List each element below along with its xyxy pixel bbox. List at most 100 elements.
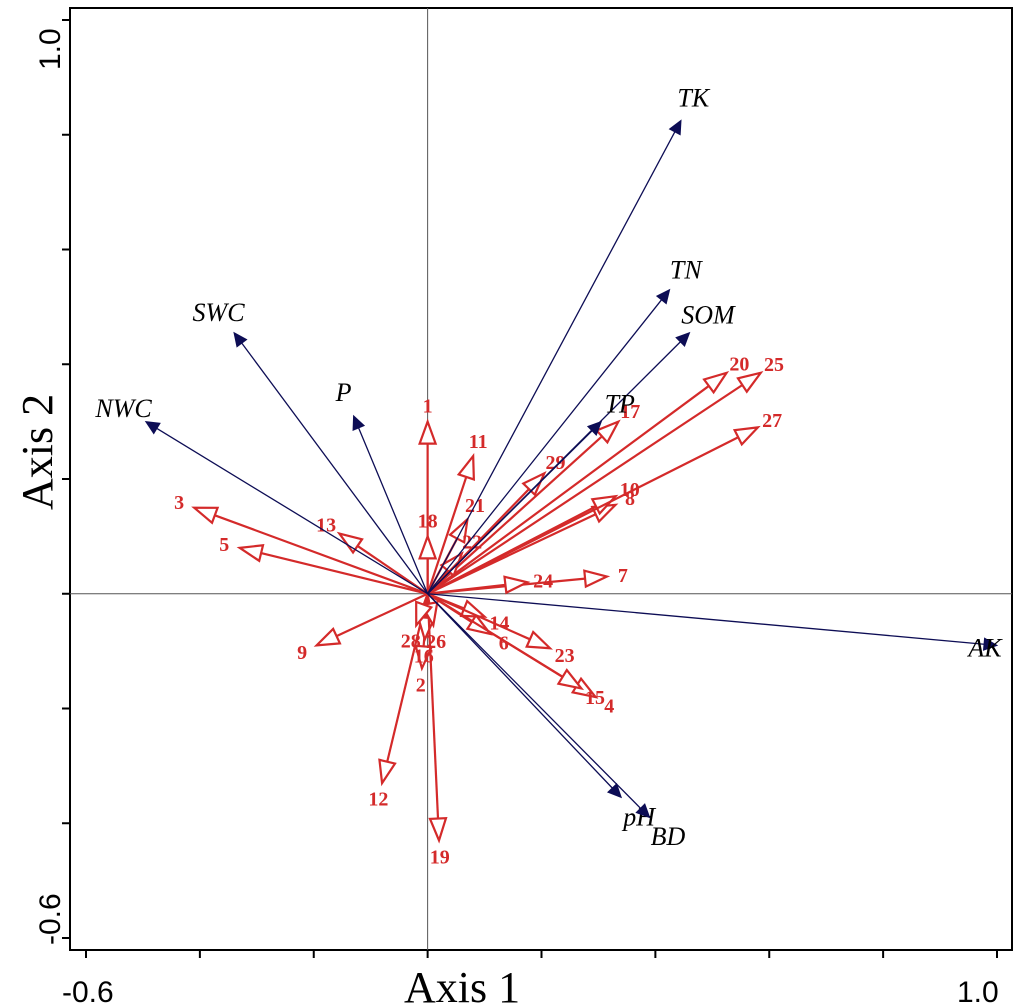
species-arrow-shaft: [214, 514, 429, 595]
species-label-16: 16: [414, 646, 434, 668]
environment-arrow-head: [675, 331, 691, 348]
environment-label-nwc: NWC: [94, 394, 152, 423]
environment-arrow-head: [586, 420, 603, 436]
species-arrow-head: [415, 600, 434, 629]
environment-label-tk: TK: [677, 83, 710, 112]
environment-arrow-shaft: [427, 593, 641, 809]
environment-vector-nwc: NWC: [94, 394, 428, 595]
species-label-10: 10: [620, 479, 640, 501]
species-arrow-head: [236, 544, 265, 563]
environment-vector-p: P: [335, 378, 429, 594]
environment-label-swc: SWC: [193, 298, 246, 327]
species-label-23: 23: [555, 645, 575, 667]
species-arrow-head: [191, 506, 220, 525]
species-arrow-shaft: [336, 592, 429, 638]
species-label-9: 9: [297, 642, 307, 664]
species-arrow-head: [525, 630, 553, 650]
species-vector-3: 3: [174, 492, 429, 595]
species-label-6: 6: [499, 633, 509, 655]
species-label-5: 5: [219, 534, 229, 556]
species-label-8: 8: [625, 488, 635, 510]
species-arrow-head: [736, 371, 764, 394]
environment-arrow-shaft: [427, 593, 613, 789]
environment-arrow-shaft: [427, 430, 593, 595]
species-label-11: 11: [469, 431, 488, 453]
species-arrow-head: [418, 418, 438, 445]
y-tick-label-max: 1.0: [34, 28, 67, 70]
species-vector-15: 15: [427, 592, 605, 709]
environment-arrow-head: [606, 782, 623, 799]
species-vector-9: 9: [297, 592, 429, 664]
species-vector-25: 25: [427, 354, 784, 595]
species-arrow-head: [459, 599, 488, 618]
species-arrow-head: [428, 816, 448, 844]
species-arrow-shaft: [426, 385, 710, 595]
environment-label-bd: BD: [651, 822, 686, 851]
y-axis-title: Axis 2: [13, 394, 62, 510]
species-label-20: 20: [729, 353, 749, 375]
species-label-19: 19: [430, 846, 450, 868]
species-label-27: 27: [762, 410, 782, 432]
environment-arrow-head: [635, 803, 651, 819]
environment-vector-ak: AK: [427, 593, 1003, 663]
species-arrow-head: [732, 425, 761, 447]
axes-ticks: [62, 19, 998, 958]
species-label-25: 25: [764, 354, 784, 376]
species-vector-11: 11: [426, 431, 488, 595]
species-vector-18: 18: [418, 510, 438, 594]
species-arrow-head: [378, 758, 397, 787]
species-vector-27: 27: [427, 410, 782, 595]
environment-vector-swc: SWC: [193, 298, 429, 595]
species-label-4: 4: [604, 695, 614, 717]
species-arrow-shaft: [356, 545, 429, 595]
species-arrow-head: [336, 531, 364, 555]
species-arrow-head: [414, 644, 434, 672]
species-arrow-shaft: [427, 384, 743, 595]
x-axis-title: Axis 1: [404, 963, 520, 1008]
environment-vector-tk: TK: [427, 83, 711, 595]
environment-arrow-shaft: [427, 131, 676, 595]
species-arrow-shaft: [427, 592, 531, 641]
species-vector-24: 24: [427, 570, 553, 595]
species-arrow-head: [594, 419, 621, 445]
x-tick-label-max: 1.0: [957, 976, 999, 1008]
y-tick-label-min: -0.6: [34, 893, 67, 945]
species-vector-13: 13: [316, 514, 429, 595]
environment-vector-bd: BD: [427, 593, 686, 851]
species-label-13: 13: [316, 514, 336, 536]
species-label-7: 7: [618, 565, 628, 587]
species-vector-5: 5: [219, 534, 428, 595]
species-label-29: 29: [545, 452, 565, 474]
species-label-15: 15: [585, 687, 605, 709]
environment-label-ak: AK: [966, 634, 1003, 663]
species-label-1: 1: [423, 396, 433, 418]
species-arrow-head: [313, 626, 342, 647]
species-arrow-shaft: [427, 592, 564, 678]
species-arrow-head: [521, 470, 547, 497]
species-label-28: 28: [401, 630, 421, 652]
environment-arrow-head: [352, 414, 366, 431]
species-label-18: 18: [418, 510, 438, 532]
species-label-12: 12: [368, 789, 388, 811]
species-vector-28: 28: [401, 593, 434, 652]
species-label-24: 24: [533, 570, 553, 592]
species-arrow-head: [583, 569, 611, 589]
species-arrow-shaft: [427, 583, 506, 595]
species-vector-19: 19: [426, 593, 450, 868]
environment-arrow-head: [982, 637, 999, 651]
environment-arrow-shaft: [156, 427, 428, 595]
species-arrow-head: [456, 452, 476, 481]
species-vector-12: 12: [368, 593, 429, 811]
species-arrow-head: [702, 370, 730, 395]
environment-label-tp: TP: [605, 389, 635, 418]
environment-arrow-head: [144, 421, 161, 435]
species-vectors: 1234567891011121314151617181920212223242…: [174, 353, 784, 868]
species-label-14: 14: [489, 613, 509, 635]
environment-vector-ph: pH: [427, 593, 656, 831]
species-arrow-shaft: [422, 593, 429, 605]
species-arrow-shaft: [426, 593, 440, 819]
species-arrow-head: [503, 575, 531, 595]
species-label-3: 3: [174, 492, 184, 514]
